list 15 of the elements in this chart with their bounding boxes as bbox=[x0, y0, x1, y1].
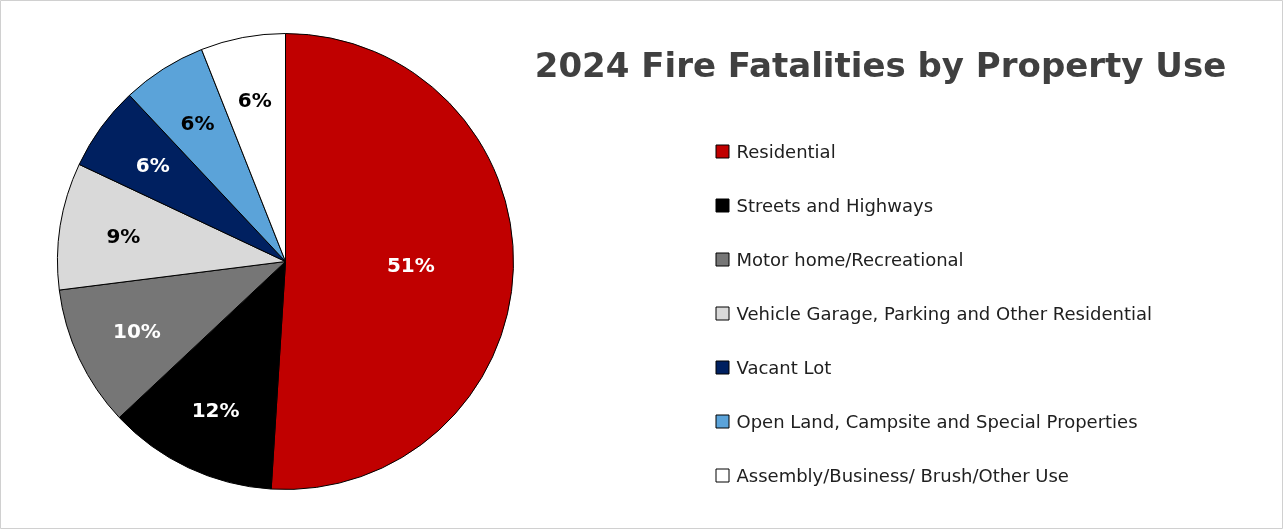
legend-label: Streets and Highways bbox=[736, 195, 934, 216]
legend-label: Vacant Lot bbox=[736, 357, 832, 378]
data-label: 6% bbox=[135, 153, 170, 178]
data-label: 12% bbox=[191, 398, 240, 423]
data-label: 6% bbox=[180, 110, 215, 135]
legend-label: Assembly/Business/ Brush/Other Use bbox=[736, 465, 1069, 486]
chart-title: 2024 Fire Fatalities by Property Use bbox=[534, 44, 1227, 85]
data-label: 10% bbox=[113, 319, 161, 344]
legend-label: Open Land, Campsite and Special Properties bbox=[736, 411, 1138, 432]
legend-label: Vehicle Garage, Parking and Other Residential bbox=[736, 303, 1152, 324]
data-label: 9% bbox=[106, 223, 141, 248]
legend-label: Motor home/Recreational bbox=[736, 249, 964, 270]
legend-label: Residential bbox=[736, 141, 836, 162]
data-label: 51% bbox=[386, 253, 435, 278]
data-label: 6% bbox=[237, 88, 272, 113]
